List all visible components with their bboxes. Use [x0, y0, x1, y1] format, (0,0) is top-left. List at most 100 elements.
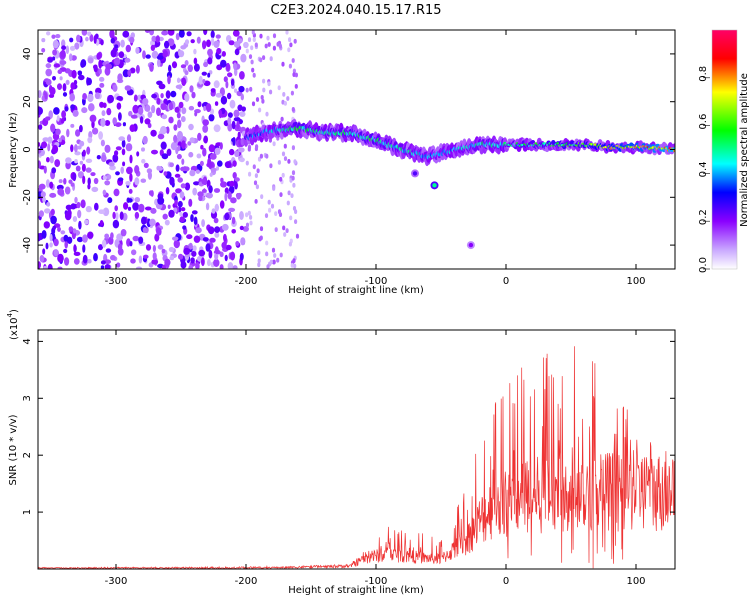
- spectrogram-cell: [168, 64, 172, 73]
- spectrogram-cell: [208, 185, 213, 194]
- spectrogram-cell: [202, 119, 209, 126]
- spectrogram-cell: [129, 124, 136, 132]
- snr-x-tick-label: -300: [105, 576, 128, 587]
- spectrogram-cell: [188, 151, 194, 158]
- spectrogram-cell: [155, 35, 160, 43]
- spectrogram-cell: [165, 90, 171, 99]
- spectrogram-cell: [269, 259, 273, 265]
- spectrogram-cell: [181, 158, 185, 165]
- snr-panel: -300 -200 -100 0 100 1 2 3 4 Height of straight…: [6, 309, 676, 596]
- spectrogram-cell: [209, 237, 216, 243]
- spectrogram-cell: [42, 248, 46, 255]
- spectrogram-cell: [231, 216, 236, 225]
- spectrogram-cell: [129, 36, 135, 44]
- spectrogram-cell: [57, 83, 62, 90]
- spectrogram-cell: [70, 82, 76, 90]
- spectrogram-cell: [122, 122, 126, 127]
- spectrogram-cell: [168, 246, 175, 253]
- spectrogram-cell: [233, 41, 241, 48]
- spectrogram-cell: [224, 212, 230, 221]
- spectrogram-cell: [161, 248, 166, 254]
- colorbar-ticks: 0.0 0.2 0.4 0.6 0.8: [698, 66, 710, 273]
- spectrogram-cell: [181, 107, 187, 115]
- spectrogram-cell: [164, 219, 170, 226]
- spectrogram-cell: [112, 84, 118, 92]
- spectrogram-cell: [104, 264, 111, 269]
- spectrogram-cell: [88, 103, 95, 112]
- spectrogram-cell: [125, 181, 131, 186]
- spectrogram-cell: [41, 141, 48, 149]
- spectrogram-cell: [100, 39, 104, 46]
- spectrogram-cell: [158, 83, 166, 90]
- spectrogram-cell: [161, 114, 168, 120]
- spectrogram-cell: [47, 57, 53, 63]
- spectrogram-point: [432, 183, 437, 188]
- spectrogram-cell: [205, 202, 210, 211]
- spectrogram-cell: [61, 110, 66, 119]
- spectrogram-cell: [262, 55, 266, 60]
- spectrogram-cell: [269, 89, 273, 95]
- spectrogram-cell: [211, 208, 216, 214]
- spectrogram-cell: [64, 106, 69, 112]
- spectrogram-cell: [227, 117, 232, 125]
- spectrogram-cell: [57, 253, 64, 263]
- spectrogram-cell: [261, 98, 265, 104]
- spectrogram-cell: [214, 232, 220, 238]
- spectrogram-cell: [230, 78, 235, 86]
- spectrogram-cell: [214, 252, 219, 261]
- spectrogram-cell: [184, 39, 190, 45]
- spectrogram-cell: [112, 154, 119, 163]
- spectrogram-cell: [214, 101, 219, 106]
- spectrogram-cell: [99, 76, 105, 82]
- spectrogram-cell: [280, 116, 284, 122]
- spectrogram-cell: [93, 253, 98, 262]
- spectrogram-cell: [203, 105, 207, 112]
- spectrogram-cell: [60, 117, 65, 124]
- spectrogram-cell: [270, 203, 275, 209]
- spectrogram-cell: [287, 190, 291, 196]
- spectrogram-cell: [138, 203, 145, 213]
- spectrogram-cell: [191, 250, 197, 257]
- spectrogram-cell: [207, 157, 212, 167]
- spectrogram-cell: [190, 39, 195, 44]
- spectrogram-cell: [151, 104, 156, 114]
- spectrogram-cell: [73, 244, 77, 253]
- spectrogram-cell: [100, 265, 105, 269]
- spectrogram-cell: [114, 57, 121, 66]
- spectrogram-cell: [63, 178, 67, 185]
- spectrogram-cell: [114, 122, 122, 127]
- spectrogram-cell: [59, 60, 67, 65]
- spectrogram-cell: [227, 191, 232, 200]
- spectrogram-cell: [193, 235, 201, 243]
- spectrogram-cell: [41, 48, 46, 53]
- spectrogram-cell: [49, 181, 54, 189]
- spectrogram-cell: [255, 144, 259, 150]
- spectrogram-cell: [255, 184, 259, 190]
- spectrogram-cell: [75, 129, 81, 137]
- spectrogram-cell: [290, 90, 294, 96]
- spectrogram-cell: [276, 257, 280, 263]
- spectrogram-cell: [170, 142, 177, 151]
- spectrogram-cell: [182, 211, 188, 218]
- spectrogram-cell: [115, 171, 120, 176]
- spectrogram-cell: [118, 136, 125, 141]
- spectrogram-cell: [240, 93, 244, 101]
- spectrogram-cell: [50, 123, 56, 133]
- spectrogram-cell: [149, 218, 156, 227]
- spectrogram-cell: [82, 254, 88, 264]
- spectrogram-cell: [190, 257, 195, 264]
- spectrogram-cell: [203, 61, 209, 68]
- spectrogram-cell: [178, 253, 184, 260]
- spectrogram-cell: [184, 182, 191, 191]
- spectrogram-cell: [69, 93, 75, 102]
- spectrogram-cell: [124, 85, 132, 91]
- spectrogram-cell: [195, 227, 202, 234]
- spectrogram-cell: [233, 109, 240, 118]
- spectrogram-cell: [259, 33, 263, 39]
- spectrogram-cell: [213, 80, 220, 89]
- spectrogram-cell: [52, 39, 60, 49]
- spectrogram-y-tick-label: -40: [22, 237, 33, 253]
- spectrogram-cell: [231, 229, 236, 234]
- spectrogram-cell: [266, 35, 270, 41]
